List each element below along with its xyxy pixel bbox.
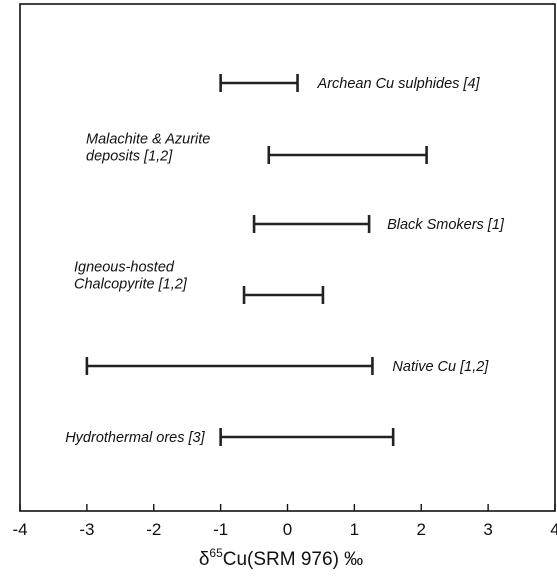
range-label: Hydrothermal ores [3] xyxy=(65,430,205,446)
x-axis: -4 -3 -2 -1 0 1 2 3 4 xyxy=(12,504,557,539)
range-label: Malachite & Azurite xyxy=(86,132,210,148)
range-row: Archean Cu sulphides [4] xyxy=(219,74,481,92)
x-tick-label: -3 xyxy=(79,520,94,539)
x-tick-label: 4 xyxy=(550,520,557,539)
x-tick-label: 3 xyxy=(483,520,492,539)
range-label: Chalcopyrite [1,2] xyxy=(74,277,188,293)
range-label: Black Smokers [1] xyxy=(387,217,505,233)
range-label: Archean Cu sulphides [4] xyxy=(317,76,481,92)
x-tick-label: 1 xyxy=(350,520,359,539)
range-row: Black Smokers [1] xyxy=(252,215,505,233)
range-row: Hydrothermal ores [3] xyxy=(65,428,395,446)
range-label: Igneous-hosted xyxy=(74,260,175,276)
range-label: Native Cu [1,2] xyxy=(392,359,489,375)
x-tick-label: -2 xyxy=(146,520,161,539)
x-axis-title-superscript: 65 xyxy=(209,546,223,560)
x-tick-label: -1 xyxy=(213,520,228,539)
x-tick-label: -4 xyxy=(12,520,27,539)
ranges: Archean Cu sulphides [4] Malachite & Azur… xyxy=(65,74,505,446)
range-label: deposits [1,2] xyxy=(86,149,173,165)
range-row: Native Cu [1,2] xyxy=(85,357,489,375)
x-tick-label: 0 xyxy=(283,520,292,539)
x-axis-title-rest: Cu(SRM 976) ‰ xyxy=(223,549,363,570)
x-axis-title: δ65Cu(SRM 976) ‰ xyxy=(199,546,363,570)
x-axis-title-delta: δ xyxy=(199,549,210,570)
x-tick-label: 2 xyxy=(417,520,426,539)
